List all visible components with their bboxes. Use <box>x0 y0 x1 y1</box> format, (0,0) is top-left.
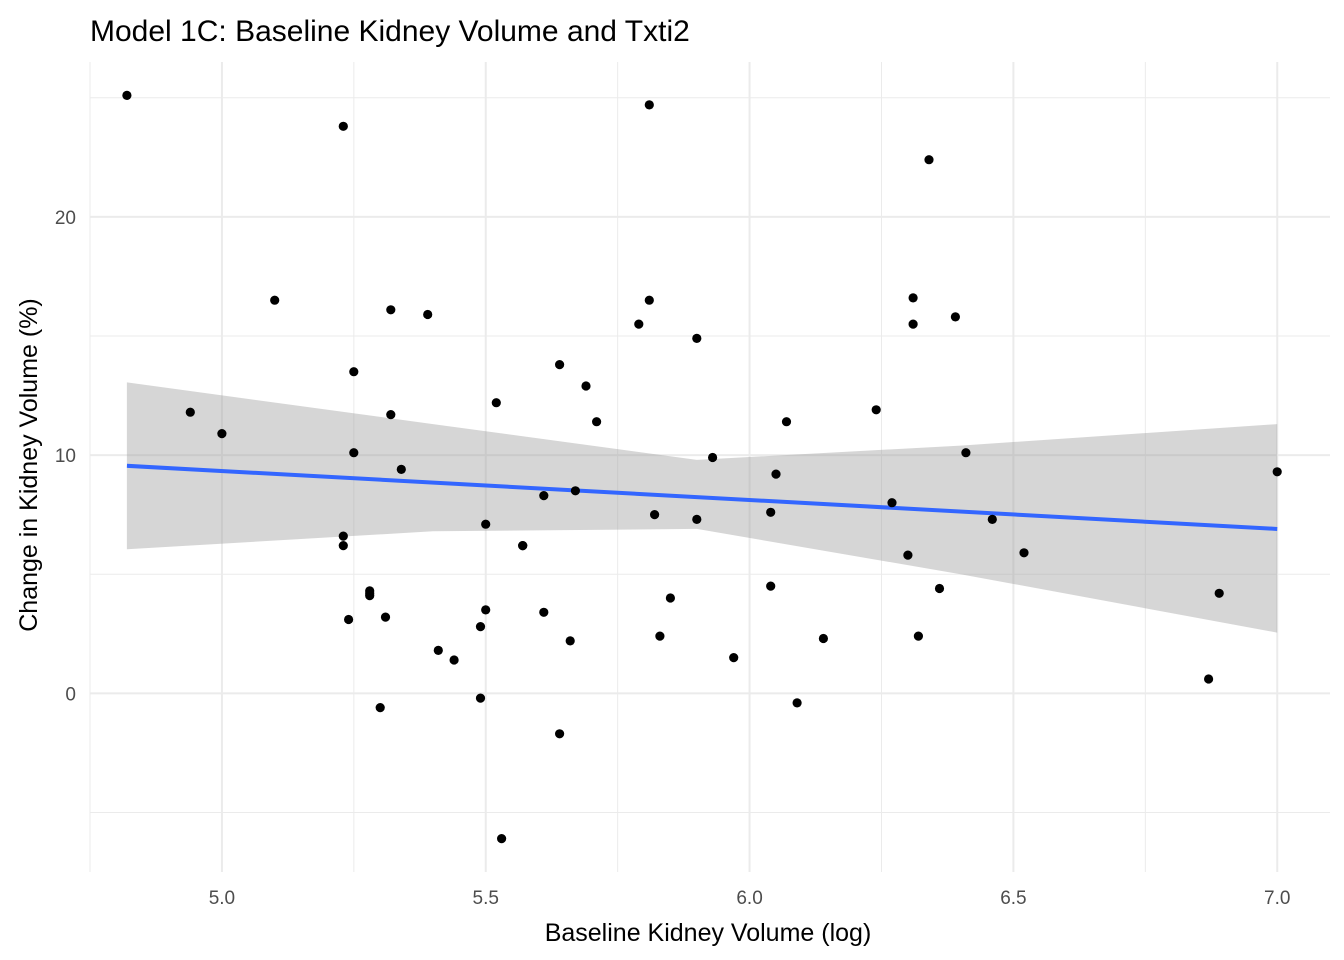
data-point <box>349 448 359 458</box>
data-point <box>908 319 918 329</box>
data-point <box>766 581 776 591</box>
data-point <box>1019 548 1029 558</box>
data-point <box>961 448 971 458</box>
fit-line-group <box>126 463 1278 531</box>
data-point <box>185 407 195 417</box>
x-tick-label: 6.0 <box>736 888 762 909</box>
x-tick-label: 5.0 <box>209 888 235 909</box>
data-point <box>644 100 654 110</box>
y-axis-title: Change in Kidney Volume (%) <box>15 298 43 632</box>
data-point <box>766 507 776 517</box>
tick-labels: 5.0 5.5 6.0 6.5 7.0 0 10 20 <box>55 208 1291 909</box>
regression-line <box>126 463 1278 531</box>
data-point <box>349 367 359 377</box>
data-point <box>475 622 486 632</box>
data-point <box>934 583 945 594</box>
x-tick-label: 7.0 <box>1264 888 1290 909</box>
data-point <box>338 541 348 551</box>
data-point <box>386 410 396 420</box>
data-point <box>518 541 528 551</box>
grid-lines <box>89 62 1330 872</box>
data-point <box>344 614 354 625</box>
data-point <box>449 655 459 665</box>
x-tick-label: 6.5 <box>1000 888 1026 909</box>
data-point <box>423 309 433 320</box>
data-points <box>122 90 1282 844</box>
x-tick-label: 5.5 <box>473 888 499 909</box>
data-point <box>924 155 934 165</box>
data-point <box>380 612 391 622</box>
data-point <box>887 498 897 508</box>
data-point <box>338 531 348 541</box>
data-point <box>1204 674 1214 684</box>
data-point <box>592 417 602 427</box>
data-point <box>913 631 924 641</box>
confidence-band-group <box>126 382 1278 633</box>
data-point <box>908 293 918 303</box>
data-point <box>792 698 802 708</box>
data-point <box>565 636 575 646</box>
data-point <box>987 514 997 525</box>
confidence-band <box>126 382 1278 633</box>
data-point <box>1214 588 1224 598</box>
y-tick-label: 0 <box>65 684 76 705</box>
data-point <box>903 550 913 560</box>
data-point <box>396 464 406 474</box>
data-point <box>570 486 581 496</box>
data-point <box>634 319 644 329</box>
data-point <box>481 605 491 615</box>
chart-title: Model 1C: Baseline Kidney Volume and Txt… <box>90 15 690 48</box>
data-point <box>365 591 375 601</box>
data-point <box>475 693 486 703</box>
data-point <box>539 607 549 617</box>
data-point <box>217 429 227 439</box>
y-tick-label: 10 <box>55 446 76 467</box>
data-point <box>555 360 565 370</box>
data-point <box>781 417 792 427</box>
data-point <box>871 405 881 415</box>
data-point <box>497 834 507 844</box>
data-point <box>771 469 781 479</box>
data-point <box>644 295 654 305</box>
data-point <box>491 398 501 408</box>
data-point <box>555 729 565 739</box>
data-point <box>665 593 676 603</box>
data-point <box>481 519 491 529</box>
data-point <box>655 631 665 641</box>
data-point <box>708 452 718 463</box>
data-point <box>818 633 829 644</box>
data-point <box>650 509 660 520</box>
data-point <box>539 491 549 501</box>
y-tick-label: 20 <box>55 208 76 229</box>
x-axis-title: Baseline Kidney Volume (log) <box>545 919 872 947</box>
data-point <box>729 653 739 663</box>
data-point <box>270 295 280 305</box>
data-point <box>433 645 443 656</box>
data-point <box>338 121 348 131</box>
data-point <box>375 703 385 713</box>
data-point <box>386 305 396 315</box>
data-point <box>692 514 702 525</box>
data-point <box>950 312 961 322</box>
data-point <box>581 381 591 391</box>
data-point <box>122 90 132 100</box>
data-point <box>692 333 702 343</box>
data-point <box>1272 467 1282 477</box>
